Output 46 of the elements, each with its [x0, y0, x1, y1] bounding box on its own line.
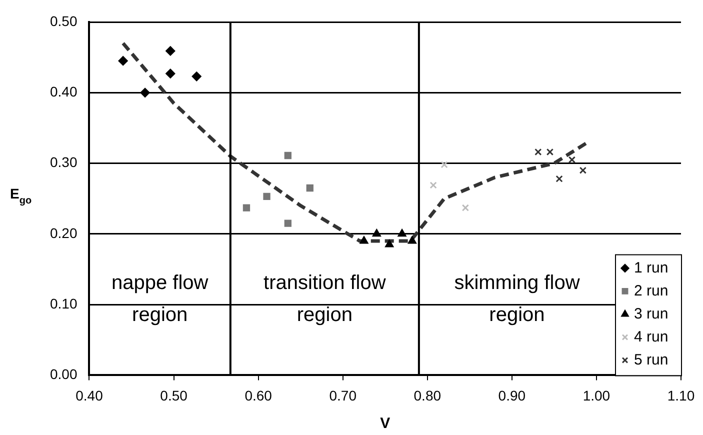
- legend-label: 3 run: [634, 305, 668, 322]
- point: [284, 152, 292, 160]
- x-tick-label: 0.80: [414, 387, 442, 404]
- point: [140, 88, 150, 98]
- point: [385, 240, 394, 248]
- point: [408, 236, 416, 244]
- point: [372, 229, 381, 237]
- point: [462, 204, 470, 212]
- x-tick-label: 0.40: [76, 387, 104, 404]
- point: [430, 182, 437, 189]
- x-tick-label: 0.60: [244, 387, 272, 404]
- point: [546, 148, 554, 156]
- point: [306, 184, 314, 192]
- point: [166, 46, 176, 56]
- legend-label: 1 run: [634, 259, 668, 276]
- y-tick-label: 0.20: [50, 224, 78, 241]
- point: [398, 229, 406, 237]
- y-tick-label: 0.00: [50, 366, 78, 382]
- x-axis-title: V: [380, 415, 390, 432]
- point: [166, 68, 176, 78]
- point: [360, 236, 368, 244]
- point: [192, 72, 202, 82]
- y-tick-label: 0.50: [50, 12, 78, 29]
- x-tick-label: 0.50: [160, 387, 188, 404]
- annotation: transition flow region: [264, 272, 386, 326]
- point: [242, 204, 250, 212]
- y-tick-label: 0.10: [50, 295, 78, 312]
- x-tick-label: 1.00: [582, 387, 610, 404]
- point: [118, 56, 128, 66]
- x-tick-label: 0.90: [498, 387, 526, 404]
- point: [556, 175, 563, 182]
- x-tick-label: 1.10: [667, 387, 695, 404]
- point: [534, 148, 542, 156]
- annotation: skimming flow region: [454, 272, 580, 326]
- point: [440, 161, 448, 168]
- y-tick-label: 0.30: [50, 154, 78, 170]
- annotation: nappe flow region: [111, 272, 209, 326]
- legend-label: 2 run: [634, 282, 668, 300]
- x-tick-label: 0.70: [329, 387, 357, 404]
- point: [568, 156, 576, 164]
- point: [284, 220, 292, 227]
- legend-label: 5 run: [634, 351, 668, 368]
- point: [263, 192, 270, 200]
- legend-label: 4 run: [634, 328, 668, 346]
- point: [579, 166, 587, 174]
- y-tick-label: 0.40: [50, 84, 78, 100]
